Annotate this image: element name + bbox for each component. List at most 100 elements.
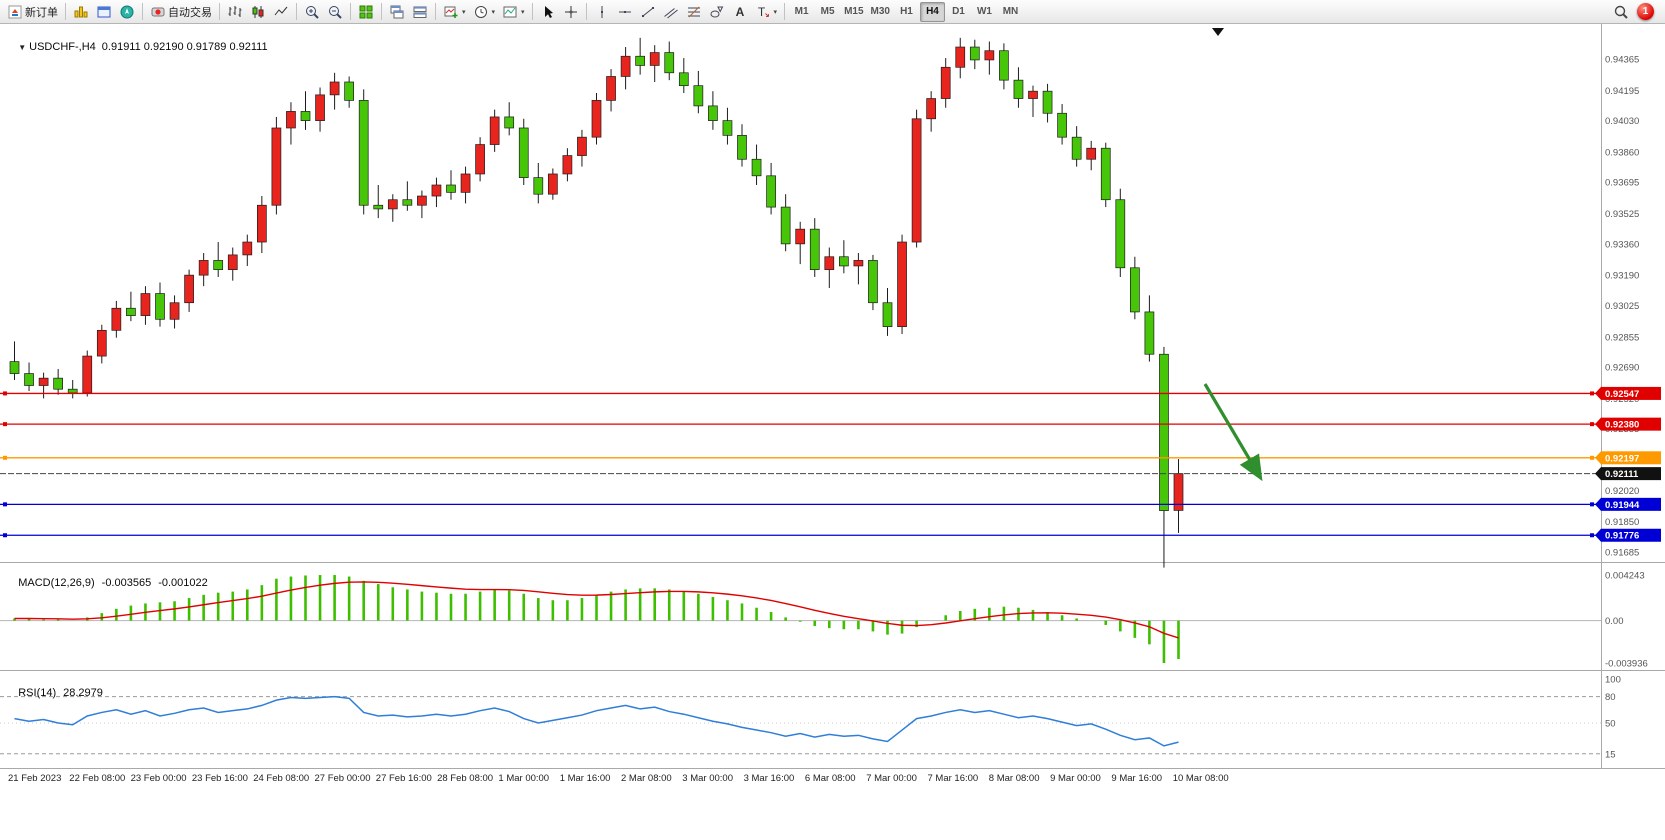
timeframe-m5[interactable]: M5 <box>820 6 835 17</box>
ohlc-open: 0.91911 <box>101 41 141 53</box>
horizontal-line-button[interactable] <box>614 2 636 22</box>
line-handle[interactable] <box>1590 391 1594 396</box>
bar-chart-button[interactable] <box>224 2 246 22</box>
tile-windows-button[interactable] <box>355 2 377 22</box>
autotrading-icon <box>151 7 165 16</box>
toolbar-separator <box>142 3 143 20</box>
time-tick-label: 2 Mar 08:00 <box>621 773 672 784</box>
line-handle[interactable] <box>3 422 7 427</box>
zoom-in-button[interactable] <box>301 2 323 22</box>
line-handle[interactable] <box>3 502 7 507</box>
svg-text:0.92197: 0.92197 <box>1605 453 1639 464</box>
templates-button[interactable]: ▾ <box>499 2 528 22</box>
timeframe-m30[interactable]: M30 <box>870 6 890 17</box>
search-button[interactable] <box>1610 2 1632 22</box>
market-watch-button[interactable] <box>70 2 92 22</box>
cascade-windows-button[interactable] <box>409 2 431 22</box>
collapse-icon[interactable]: ▼ <box>18 43 27 52</box>
new-order-button[interactable]: 新订单 <box>4 2 61 22</box>
price-tick-label: 0.91850 <box>1605 517 1639 528</box>
line-handle[interactable] <box>3 533 7 538</box>
timeframe-d1[interactable]: D1 <box>952 6 965 17</box>
time-tick-label: 1 Mar 16:00 <box>560 773 611 784</box>
price-tick-label: 0.93695 <box>1605 178 1639 189</box>
horizontal-line-object[interactable] <box>0 533 1601 538</box>
candle-body <box>678 72 689 87</box>
svg-text:0.91944: 0.91944 <box>1605 500 1640 511</box>
channel-button[interactable] <box>660 2 682 22</box>
time-tick-label: 3 Mar 00:00 <box>682 773 733 784</box>
price-axis[interactable]: 0.94365 0.94195 0.94030 0.93860 0.93695 0.935… <box>1605 55 1639 559</box>
crosshair-button[interactable] <box>560 2 582 22</box>
time-tick-label: 23 Feb 00:00 <box>131 773 187 784</box>
crosshair-icon <box>564 5 577 18</box>
trend-arrow-object[interactable] <box>1203 383 1263 482</box>
new-chart-icon <box>444 6 458 18</box>
notification-badge[interactable]: 1 <box>1637 3 1654 20</box>
time-axis[interactable]: 21 Feb 2023 22 Feb 08:00 23 Feb 00:00 23 Fe… <box>8 773 1229 784</box>
arrow-label-button[interactable]: T ▾ <box>752 2 781 22</box>
macd-axis[interactable]: 0.004243 0.00 -0.003936 <box>1605 570 1648 669</box>
text-button[interactable]: A <box>729 2 751 22</box>
autotrading-button[interactable]: 自动交易 <box>147 2 215 22</box>
dropdown-arrow-icon: ▾ <box>491 8 496 16</box>
arrange-windows-button[interactable] <box>386 2 408 22</box>
time-tick-label: 8 Mar 08:00 <box>989 773 1040 784</box>
data-window-icon <box>97 6 111 17</box>
line-handle[interactable] <box>1590 422 1594 427</box>
line-handle[interactable] <box>1590 533 1594 538</box>
rsi-axis-label: 50 <box>1605 719 1616 730</box>
timeframe-h1[interactable]: H1 <box>900 6 913 17</box>
line-chart-button[interactable] <box>270 2 292 22</box>
new-chart-button[interactable]: ▾ <box>440 2 469 22</box>
shapes-button[interactable] <box>706 2 728 22</box>
navigator-button[interactable] <box>116 2 138 22</box>
horizontal-line-object[interactable] <box>0 502 1601 507</box>
cursor-button[interactable] <box>537 2 559 22</box>
horizontal-line-object[interactable] <box>0 422 1601 427</box>
search-icon <box>1614 5 1628 19</box>
macd-signal-value: -0.001022 <box>158 577 208 589</box>
time-tick-label: 27 Feb 16:00 <box>376 773 432 784</box>
timeframe-mn[interactable]: MN <box>1002 6 1019 17</box>
data-window-button[interactable] <box>93 2 115 22</box>
zoom-out-button[interactable] <box>324 2 346 22</box>
vertical-line-button[interactable] <box>591 2 613 22</box>
timeframe-h4[interactable]: H4 <box>919 1 945 22</box>
line-handle[interactable] <box>1590 502 1594 507</box>
horizontal-line-object[interactable] <box>0 391 1601 396</box>
candle-body <box>1071 136 1082 160</box>
candle-body <box>722 120 733 136</box>
candle-body <box>766 175 776 208</box>
line-chart-icon <box>274 6 288 15</box>
candle-body <box>853 260 864 267</box>
shapes-icon <box>710 6 723 17</box>
candle-body <box>1042 90 1053 114</box>
chart-background[interactable] <box>0 24 1665 840</box>
svg-text:0.92380: 0.92380 <box>1605 420 1639 431</box>
toolbar-separator <box>350 3 351 20</box>
line-handle[interactable] <box>1590 455 1594 460</box>
candlestick-chart-button[interactable] <box>247 2 269 22</box>
candle-body <box>751 158 762 177</box>
candle-body <box>1129 267 1140 313</box>
chart-canvas[interactable]: 0.94365 0.94195 0.94030 0.93860 0.93695 0.935… <box>0 24 1665 840</box>
rsi-axis[interactable]: 100 80 50 15 <box>1605 675 1621 761</box>
time-tick-label: 23 Feb 16:00 <box>192 773 248 784</box>
timeframe-m15[interactable]: M15 <box>844 6 864 17</box>
time-tick-label: 22 Feb 08:00 <box>69 773 125 784</box>
line-handle[interactable] <box>3 391 7 396</box>
candle-body <box>809 228 820 270</box>
line-handle[interactable] <box>3 455 7 460</box>
fibonacci-button[interactable] <box>683 2 705 22</box>
candle-body <box>824 256 835 270</box>
timeframe-m1[interactable]: M1 <box>794 6 809 17</box>
trendline-button[interactable] <box>637 2 659 22</box>
timeframe-w1[interactable]: W1 <box>976 6 992 17</box>
candle-body <box>198 260 209 276</box>
navigator-icon <box>120 5 134 18</box>
top-marker-icon[interactable] <box>1212 28 1224 36</box>
tile-windows-icon <box>359 5 373 18</box>
profiles-button[interactable]: ▾ <box>470 2 499 22</box>
horizontal-line-object[interactable] <box>0 455 1601 460</box>
